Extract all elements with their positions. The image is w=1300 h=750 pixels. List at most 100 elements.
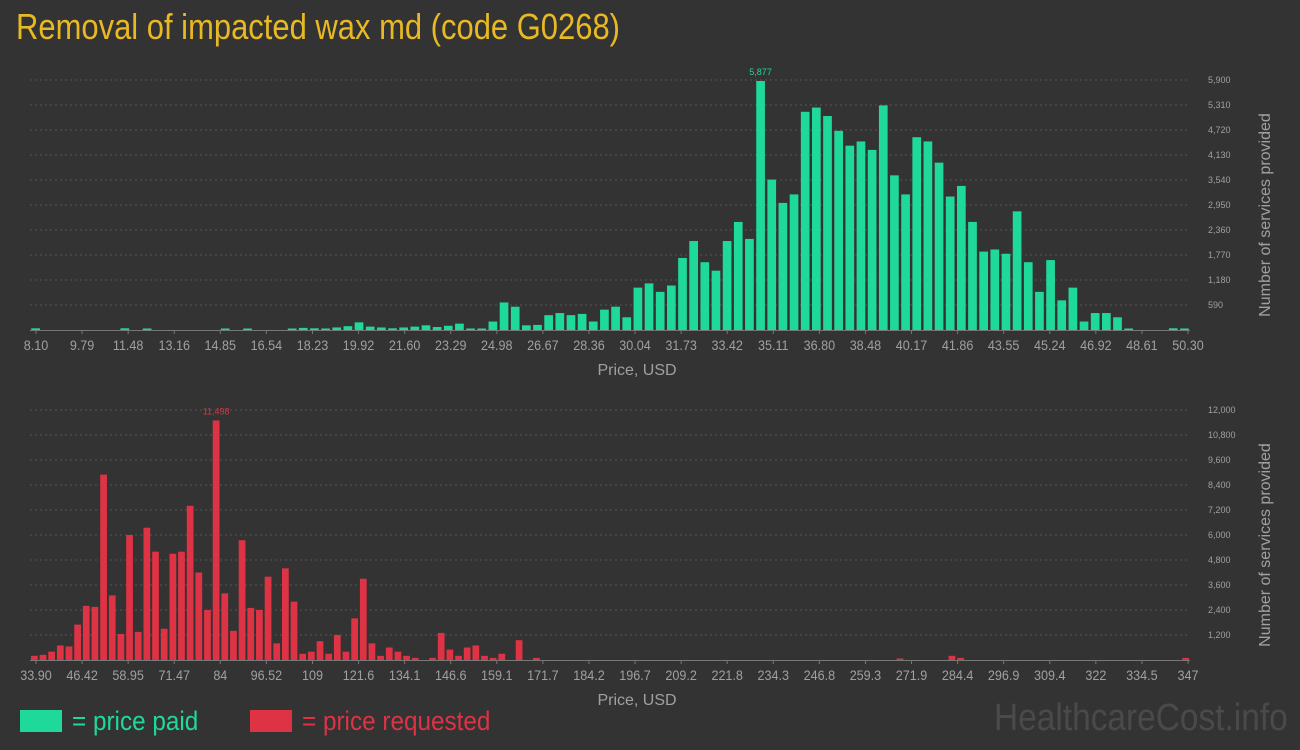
requested-bar <box>108 595 116 660</box>
requested-bar <box>515 640 523 660</box>
y-axis-label: Number of services provided <box>1257 443 1274 647</box>
paid-bar <box>733 221 743 330</box>
requested-bar <box>403 655 410 660</box>
x-tick-label: 209.2 <box>665 667 696 683</box>
paid-bar <box>354 322 364 330</box>
requested-bar <box>351 618 359 660</box>
y-tick-label: 3,540 <box>1208 175 1231 185</box>
paid-bar <box>968 221 977 330</box>
requested-bar <box>91 606 99 660</box>
watermark: HealthcareCost.info <box>994 697 1288 739</box>
x-tick-label: 43.55 <box>988 337 1019 353</box>
paid-bar <box>1113 317 1122 330</box>
requested-bar <box>896 658 904 660</box>
paid-bar <box>878 105 888 330</box>
x-tick-label: 24.98 <box>481 337 512 353</box>
paid-bar <box>1090 313 1100 330</box>
y-tick-label: 12,000 <box>1208 405 1236 415</box>
requested-bar <box>212 420 220 660</box>
paid-swatch <box>20 710 62 732</box>
y-tick-label: 4,130 <box>1208 150 1231 160</box>
x-tick-label: 21.60 <box>389 337 420 353</box>
requested-bar <box>533 657 540 660</box>
requested-bar <box>498 653 506 660</box>
paid-bar <box>633 287 643 330</box>
paid-bar <box>711 270 721 330</box>
requested-swatch <box>250 710 292 732</box>
requested-bar <box>1182 657 1190 660</box>
requested-bar <box>186 505 194 660</box>
paid-bar <box>399 327 409 330</box>
requested-bar <box>281 568 289 660</box>
x-tick-label: 296.9 <box>988 667 1019 683</box>
requested-bar <box>368 643 376 660</box>
paid-bar <box>510 306 520 330</box>
requested-bar <box>481 655 488 660</box>
paid-bar <box>745 238 754 330</box>
paid-bar <box>566 315 576 330</box>
x-tick-label: 41.86 <box>942 337 973 353</box>
y-tick-label: 5,900 <box>1208 75 1231 85</box>
requested-bar <box>325 653 333 660</box>
y-tick-label: 2,950 <box>1208 200 1231 210</box>
requested-bar <box>195 572 203 660</box>
x-tick-label: 334.5 <box>1126 667 1157 683</box>
paid-bar <box>421 325 431 330</box>
y-tick-label: 2,400 <box>1208 605 1231 615</box>
paid-bar <box>1001 253 1011 330</box>
x-tick-label: 28.36 <box>573 337 604 353</box>
paid-bar <box>901 194 910 330</box>
x-tick-label: 26.67 <box>527 337 558 353</box>
x-tick-label: 71.47 <box>158 667 189 683</box>
paid-bar <box>834 130 844 330</box>
requested-bar <box>143 527 151 660</box>
paid-bar <box>1079 321 1089 330</box>
paid-bar <box>477 328 487 330</box>
y-axis-label: Number of services provided <box>1257 113 1274 317</box>
requested-bar <box>957 657 964 660</box>
requested-bar <box>221 593 229 660</box>
paid-bar <box>432 327 442 330</box>
paid-bar <box>956 185 966 330</box>
paid-bar <box>120 328 130 330</box>
paid-bar <box>1035 291 1044 330</box>
y-tick-label: 1,770 <box>1208 250 1231 260</box>
paid-bar <box>767 179 777 330</box>
x-tick-label: 40.17 <box>896 337 927 353</box>
x-tick-label: 23.29 <box>435 337 466 353</box>
paid-bar <box>321 328 330 330</box>
x-tick-label: 284.4 <box>942 667 973 683</box>
x-tick-label: 46.92 <box>1080 337 1111 353</box>
requested-bar <box>264 576 272 660</box>
x-axis-label: Price, USD <box>597 362 676 379</box>
paid-bar <box>577 313 587 330</box>
paid-bar <box>867 149 877 330</box>
paid-bar <box>488 321 498 330</box>
x-tick-label: 33.42 <box>711 337 742 353</box>
x-tick-label: 109 <box>302 667 323 683</box>
y-tick-label: 590 <box>1208 300 1223 310</box>
requested-bar <box>342 651 350 660</box>
x-tick-label: 171.7 <box>527 667 558 683</box>
x-tick-label: 58.95 <box>112 667 143 683</box>
requested-bar <box>152 551 159 660</box>
x-tick-label: 11.48 <box>113 337 144 353</box>
requested-bar <box>472 645 480 660</box>
x-tick-label: 30.04 <box>619 337 650 353</box>
x-tick-label: 9.79 <box>70 337 94 353</box>
y-tick-label: 3,600 <box>1208 580 1231 590</box>
paid-bar <box>722 241 732 330</box>
paid-bar <box>310 328 319 330</box>
paid-legend-label: = price paid <box>72 705 199 736</box>
x-tick-label: 134.1 <box>389 667 420 683</box>
y-tick-label: 5,310 <box>1208 100 1231 110</box>
requested-bar <box>299 653 307 660</box>
paid-bar <box>811 107 821 330</box>
requested-bar <box>48 651 56 660</box>
paid-bar <box>1124 328 1134 330</box>
requested-bar <box>316 641 324 660</box>
paid-bar <box>455 323 464 330</box>
paid-bar <box>31 328 40 330</box>
requested-bar <box>359 578 367 660</box>
paid-bar <box>800 111 810 330</box>
